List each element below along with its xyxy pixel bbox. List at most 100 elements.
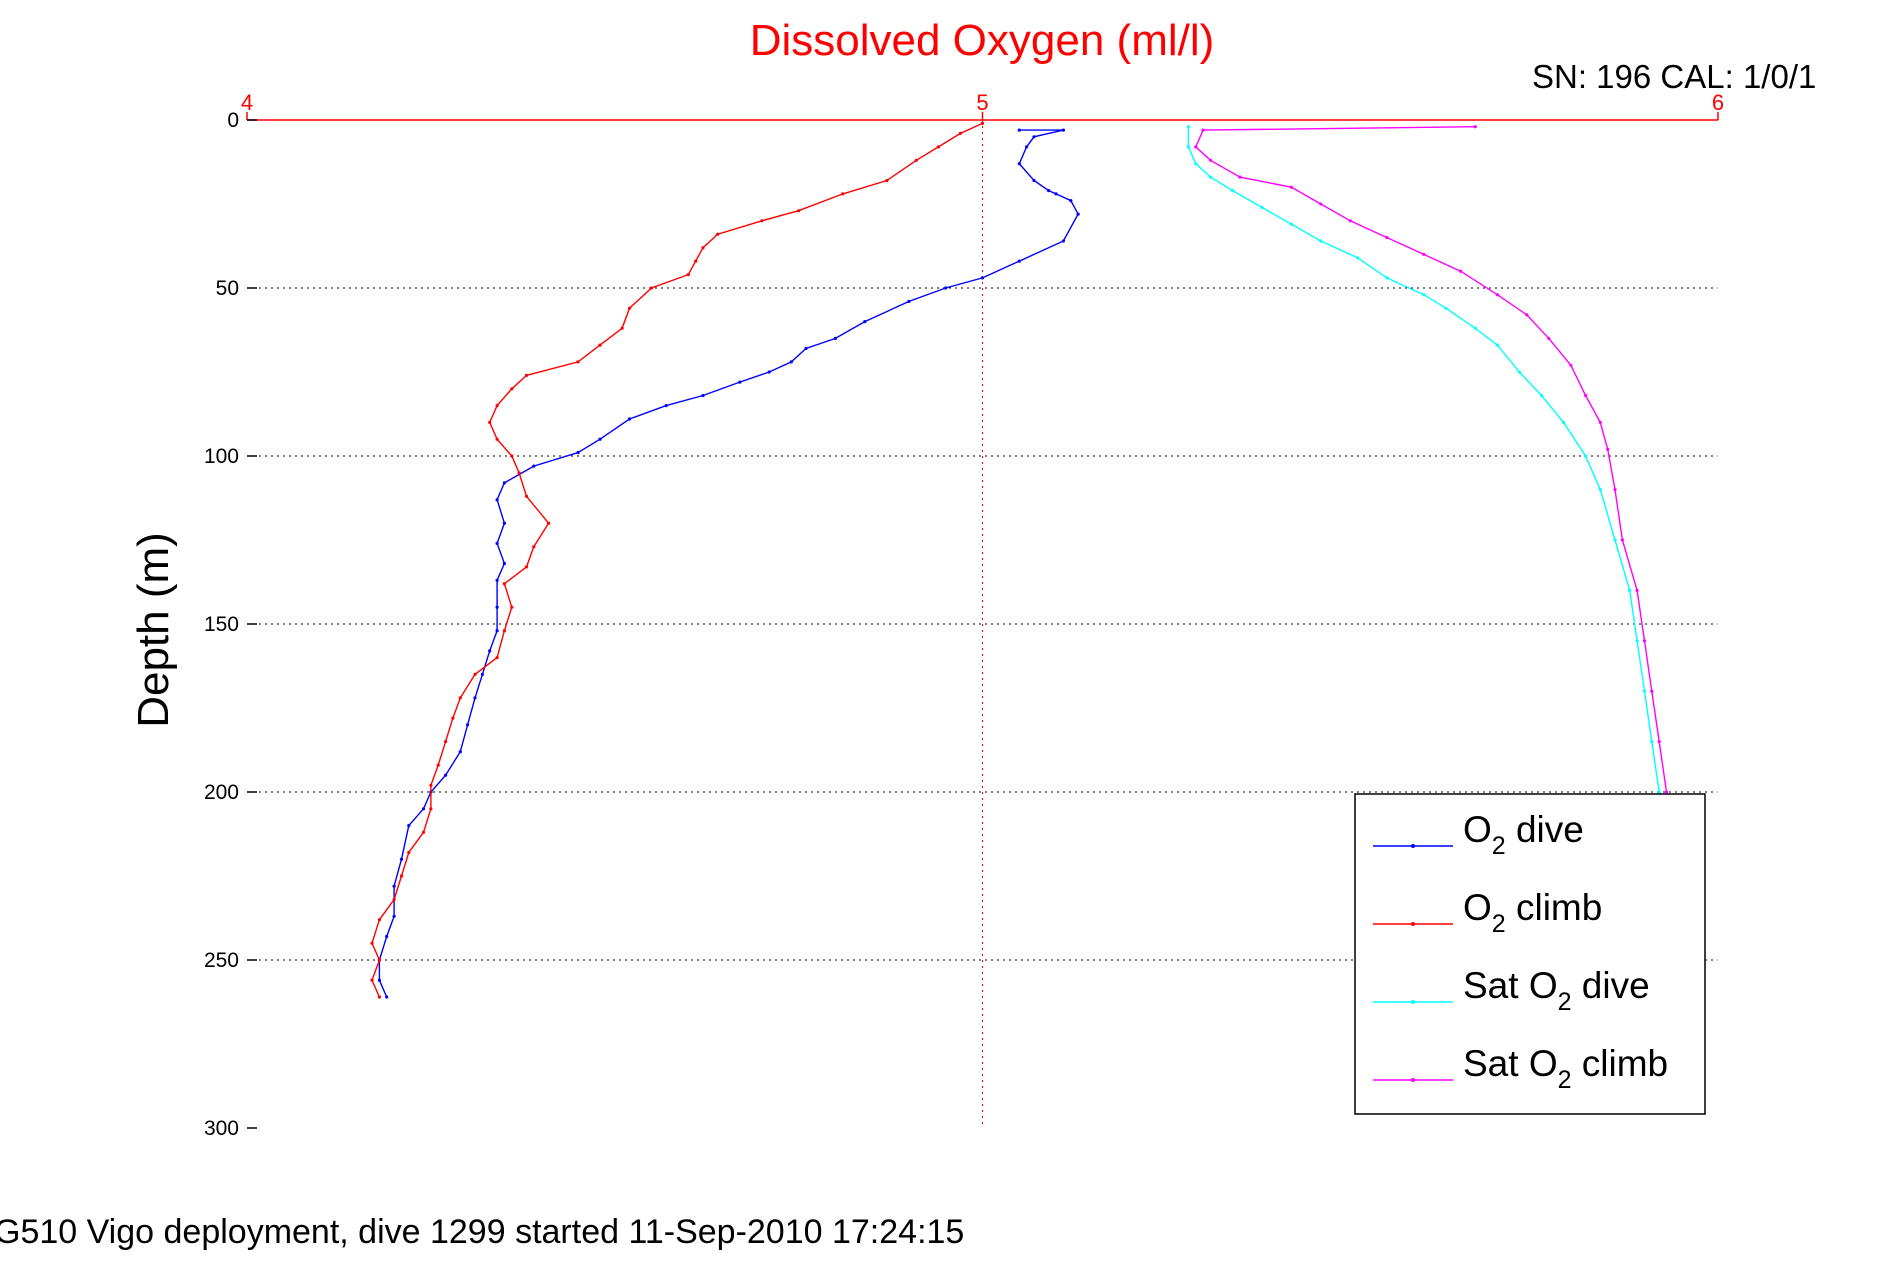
serial-calibration-label: SN: 196 CAL: 1/0/1 (1532, 58, 1816, 95)
data-point (1635, 639, 1639, 643)
data-point (510, 387, 514, 391)
series-o2-climb (370, 121, 985, 999)
data-point (1348, 219, 1352, 223)
data-point (1598, 488, 1602, 492)
data-point (495, 656, 499, 660)
data-point (1385, 276, 1389, 280)
series-line (378, 129, 1079, 998)
y-axis-label: Depth (m) (129, 532, 178, 728)
legend-entry: O2 dive (1373, 809, 1584, 860)
chart-title: Dissolved Oxygen (ml/l) (750, 16, 1215, 65)
data-point (377, 958, 381, 962)
data-point (399, 874, 404, 878)
data-point (1569, 363, 1573, 367)
data-point (444, 740, 448, 744)
data-point (488, 420, 492, 424)
data-point (421, 807, 426, 811)
data-point (833, 336, 838, 340)
data-point (576, 360, 580, 364)
data-point (1061, 128, 1065, 132)
data-point (1561, 420, 1566, 424)
data-point (377, 995, 381, 999)
data-point (473, 696, 477, 700)
data-point (1635, 588, 1639, 593)
data-point (1642, 689, 1647, 693)
data-point (1422, 252, 1426, 256)
y-tick-label: 300 (204, 1117, 239, 1140)
data-point (1076, 212, 1080, 216)
x-tick-label: 5 (976, 90, 988, 115)
data-point (1194, 145, 1198, 149)
data-point (1584, 393, 1588, 398)
legend-entry: Sat O2 climb (1373, 1043, 1668, 1094)
data-point (502, 481, 506, 485)
data-point (436, 763, 440, 767)
data-point (914, 158, 918, 162)
data-series (370, 121, 1669, 999)
data-point (958, 131, 963, 135)
data-point (502, 629, 506, 633)
y-tick-label: 200 (204, 781, 239, 804)
data-point (510, 454, 514, 458)
legend-label: O2 climb (1463, 887, 1602, 938)
data-point (944, 286, 948, 290)
data-point (1495, 343, 1499, 347)
data-point (1657, 790, 1661, 794)
data-point (524, 565, 529, 569)
deployment-caption: G510 Vigo deployment, dive 1299 started … (0, 1213, 964, 1251)
data-point (1289, 222, 1293, 226)
data-point (1017, 259, 1021, 263)
data-point (502, 521, 506, 525)
data-point (502, 561, 506, 566)
data-point (1208, 158, 1213, 162)
data-point (1657, 740, 1661, 744)
data-point (370, 941, 374, 945)
data-point (502, 582, 506, 586)
legend-label: O2 dive (1463, 809, 1584, 860)
legend-entry: Sat O2 dive (1373, 965, 1650, 1016)
data-point (1194, 162, 1198, 166)
data-point (1606, 447, 1610, 451)
data-point (1620, 538, 1624, 542)
data-point (495, 498, 499, 502)
data-point (1208, 175, 1213, 179)
data-point (524, 373, 529, 377)
data-point (1444, 306, 1448, 310)
x-tick-label: 6 (1712, 90, 1724, 115)
data-point (1539, 393, 1544, 398)
data-point (1069, 199, 1073, 203)
data-point (495, 404, 499, 408)
data-point (1422, 293, 1426, 297)
data-point (385, 995, 389, 999)
data-point (377, 918, 381, 922)
data-point (686, 273, 690, 277)
data-point (399, 857, 404, 861)
data-point (1613, 538, 1617, 542)
data-point (738, 380, 742, 384)
data-point (1186, 145, 1190, 149)
data-point (370, 978, 374, 982)
data-point (488, 649, 492, 653)
y-tick-label: 50 (216, 277, 239, 300)
data-point (495, 541, 499, 546)
data-point (1054, 192, 1058, 196)
data-point (1238, 175, 1242, 179)
data-point (980, 121, 985, 125)
data-point (517, 471, 521, 475)
data-point (429, 783, 433, 787)
y-tick-label: 250 (204, 949, 239, 972)
data-point (1032, 135, 1036, 139)
data-point (1319, 202, 1323, 206)
data-point (627, 306, 632, 310)
series-sat-o2-dive (1186, 125, 1661, 794)
data-point (547, 521, 551, 525)
series-line (371, 122, 983, 998)
data-point (407, 824, 411, 828)
data-point (1459, 269, 1463, 273)
data-point (532, 464, 536, 468)
data-point (1517, 370, 1521, 374)
data-point (797, 209, 801, 213)
data-point (1584, 454, 1588, 458)
data-point (421, 830, 426, 834)
